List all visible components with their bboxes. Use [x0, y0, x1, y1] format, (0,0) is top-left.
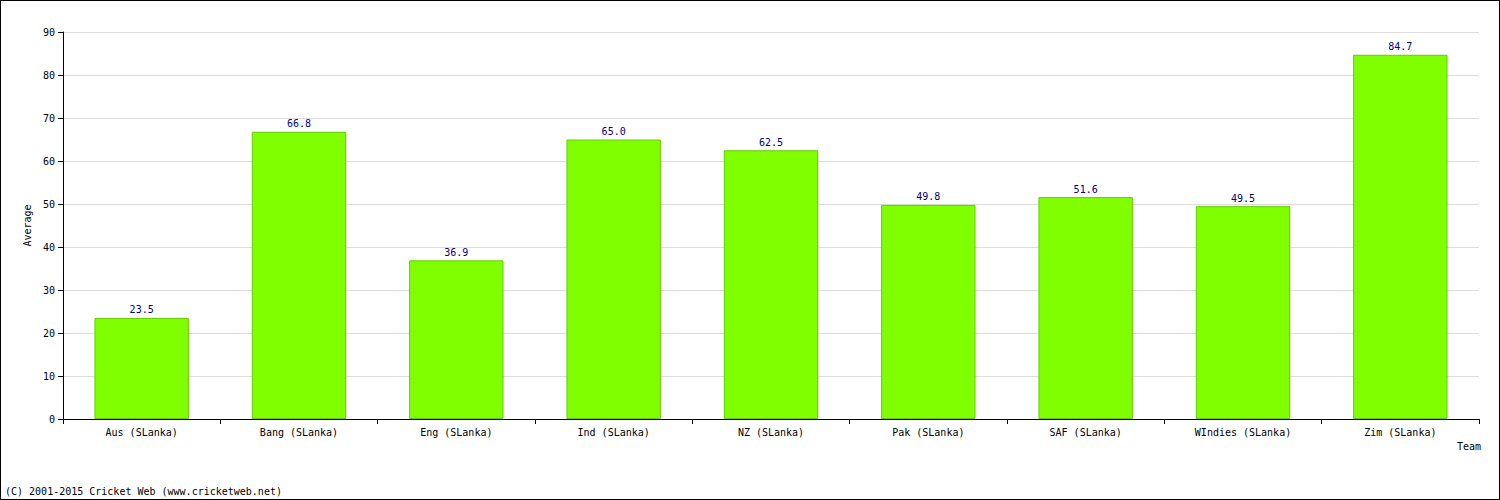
svg-text:84.7: 84.7	[1388, 41, 1412, 52]
svg-text:10: 10	[43, 371, 55, 382]
svg-text:Aus (SLanka): Aus (SLanka)	[106, 427, 178, 438]
svg-text:Bang (SLanka): Bang (SLanka)	[260, 427, 338, 438]
svg-text:90: 90	[43, 27, 55, 38]
svg-text:49.5: 49.5	[1231, 193, 1255, 204]
svg-text:Ind (SLanka): Ind (SLanka)	[578, 427, 650, 438]
svg-text:NZ (SLanka): NZ (SLanka)	[738, 427, 804, 438]
svg-text:WIndies (SLanka): WIndies (SLanka)	[1195, 427, 1291, 438]
svg-text:65.0: 65.0	[602, 126, 626, 137]
svg-text:(C) 2001-2015 Cricket Web (www: (C) 2001-2015 Cricket Web (www.cricketwe…	[5, 486, 282, 497]
svg-text:Eng (SLanka): Eng (SLanka)	[420, 427, 492, 438]
svg-text:51.6: 51.6	[1074, 184, 1098, 195]
svg-text:36.9: 36.9	[444, 247, 468, 258]
svg-text:SAF (SLanka): SAF (SLanka)	[1050, 427, 1122, 438]
svg-text:70: 70	[43, 113, 55, 124]
svg-text:20: 20	[43, 328, 55, 339]
svg-text:Team: Team	[1457, 441, 1481, 452]
svg-text:Pak (SLanka): Pak (SLanka)	[892, 427, 964, 438]
svg-text:30: 30	[43, 285, 55, 296]
svg-text:49.8: 49.8	[916, 191, 940, 202]
svg-text:23.5: 23.5	[130, 304, 154, 315]
svg-text:0: 0	[49, 414, 55, 425]
svg-text:40: 40	[43, 242, 55, 253]
svg-text:62.5: 62.5	[759, 137, 783, 148]
svg-text:60: 60	[43, 156, 55, 167]
svg-text:50: 50	[43, 199, 55, 210]
svg-text:66.8: 66.8	[287, 118, 311, 129]
svg-text:80: 80	[43, 70, 55, 81]
svg-text:Zim (SLanka): Zim (SLanka)	[1364, 427, 1436, 438]
svg-text:Average: Average	[22, 204, 33, 246]
